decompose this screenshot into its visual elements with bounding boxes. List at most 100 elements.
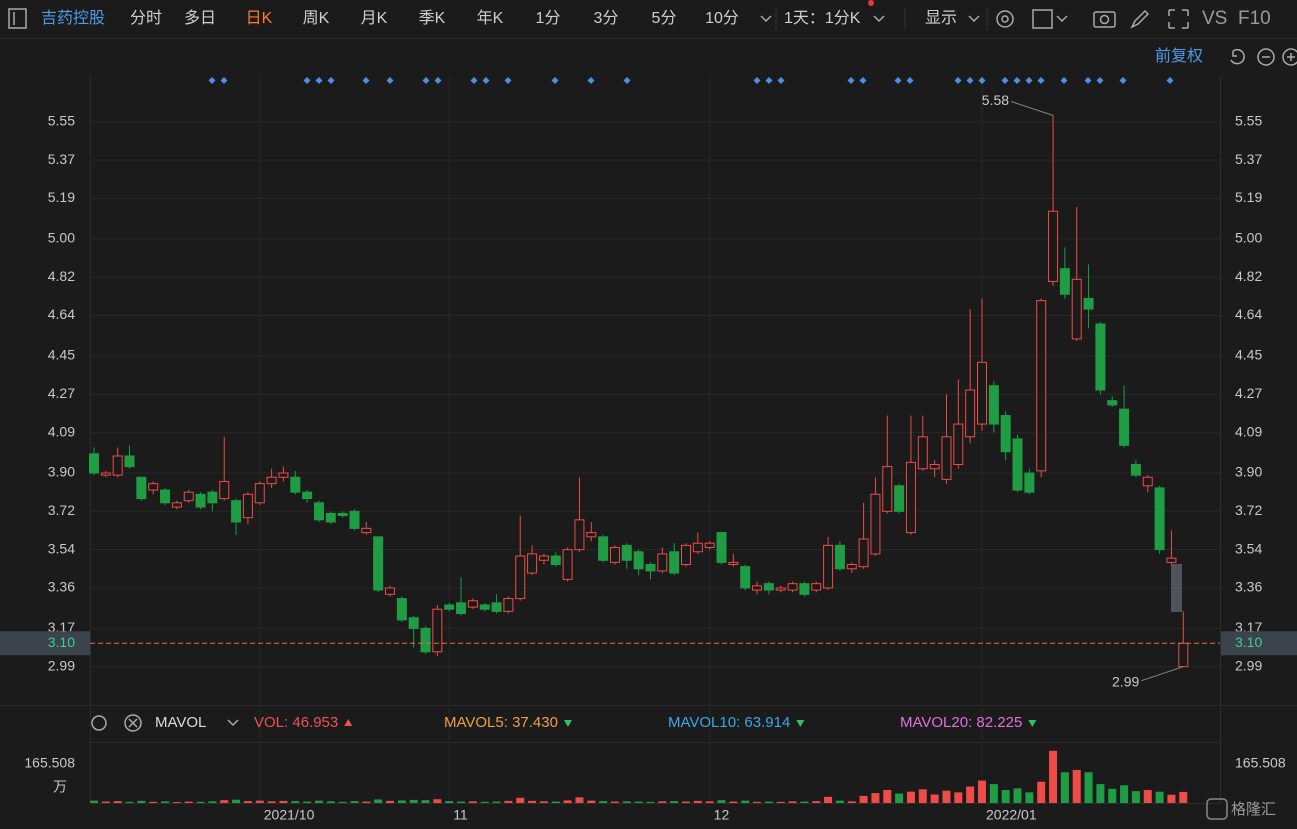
vs-button[interactable]: VS	[1202, 8, 1227, 29]
event-marker[interactable]	[1001, 77, 1009, 84]
event-marker[interactable]	[1084, 77, 1092, 84]
indicator-close[interactable]	[124, 714, 142, 732]
volume-bar	[386, 800, 394, 803]
event-marker[interactable]	[303, 77, 311, 84]
event-marker[interactable]	[1025, 77, 1033, 84]
period-tab[interactable]: 5分	[652, 9, 677, 27]
volume-bar	[930, 794, 939, 803]
sidebar-toggle[interactable]	[8, 8, 27, 29]
period-tab[interactable]: 3分	[594, 9, 619, 27]
period-tab[interactable]: 年K	[477, 9, 504, 27]
indicator-chevron[interactable]	[227, 719, 239, 727]
event-marker[interactable]	[765, 77, 773, 84]
volume-bar	[729, 801, 738, 803]
fullscreen-icon[interactable]	[1168, 9, 1189, 29]
overlay-icon[interactable]	[1032, 9, 1053, 29]
candle-body	[302, 491, 313, 500]
event-marker[interactable]	[362, 77, 370, 84]
last-price-box	[0, 631, 90, 656]
y-tick-label-right: 2.99	[1235, 657, 1262, 673]
trend-down-arrow	[796, 720, 805, 727]
volume-bar	[812, 801, 821, 803]
event-marker[interactable]	[978, 77, 986, 84]
candle-body	[763, 583, 774, 591]
volume-bar	[1143, 790, 1152, 803]
event-marker[interactable]	[208, 77, 216, 84]
volume-bar	[658, 801, 667, 803]
event-marker[interactable]	[954, 77, 962, 84]
f10-button[interactable]: F10	[1238, 8, 1271, 29]
volume-bar	[1096, 784, 1105, 803]
candle-body	[160, 489, 171, 504]
event-marker[interactable]	[1119, 77, 1127, 84]
settings-icon[interactable]	[996, 10, 1014, 28]
last-price-box-right	[1221, 631, 1297, 656]
reset-icon[interactable]	[1230, 48, 1245, 65]
volume-tick-label: 165.508	[24, 755, 75, 771]
event-marker[interactable]	[966, 77, 974, 84]
event-marker[interactable]	[386, 77, 394, 84]
candle-body	[586, 532, 597, 538]
volume-bar	[480, 801, 489, 803]
event-marker[interactable]	[1013, 77, 1021, 84]
event-marker[interactable]	[859, 77, 867, 84]
event-marker[interactable]	[1166, 77, 1174, 84]
event-marker[interactable]	[1060, 77, 1068, 84]
more-periods[interactable]	[760, 15, 772, 23]
volume-bar	[303, 801, 312, 803]
y-tick-label-right: 4.27	[1235, 385, 1262, 401]
volume-bar	[859, 795, 868, 803]
camera-icon[interactable]	[1093, 11, 1116, 28]
camera-lens	[1099, 14, 1110, 25]
event-marker[interactable]	[587, 77, 595, 84]
draw-icon[interactable]	[1130, 9, 1150, 29]
candle-body	[669, 551, 680, 574]
event-marker[interactable]	[906, 77, 914, 84]
zoom-out-icon[interactable]	[1257, 48, 1275, 66]
display-menu[interactable]: 显示	[925, 10, 957, 27]
event-marker[interactable]	[847, 77, 855, 84]
adjust-mode[interactable]: 前复权	[1155, 47, 1203, 65]
event-marker[interactable]	[551, 77, 559, 84]
interval-select[interactable]: 1天：1分K	[784, 9, 861, 27]
event-marker[interactable]	[894, 77, 902, 84]
event-marker[interactable]	[504, 77, 512, 84]
event-marker[interactable]	[422, 77, 430, 84]
stock-name[interactable]: 吉药控股	[41, 9, 105, 27]
y-tick-label-right: 3.72	[1235, 502, 1262, 518]
indicator-settings[interactable]	[91, 715, 107, 731]
candle-body	[278, 472, 289, 478]
event-marker[interactable]	[470, 77, 478, 84]
period-tab[interactable]: 多日	[184, 9, 216, 27]
period-tab[interactable]: 10分	[705, 9, 739, 27]
period-tab[interactable]: 分时	[130, 9, 162, 27]
period-tab[interactable]: 周K	[303, 10, 330, 27]
event-marker[interactable]	[434, 77, 442, 84]
zoom-in-icon[interactable]	[1282, 48, 1297, 66]
candle-body	[1036, 300, 1047, 472]
volume-bar	[1108, 788, 1117, 803]
event-marker[interactable]	[1096, 77, 1104, 84]
period-tab[interactable]: 季K	[419, 9, 446, 27]
candle-body	[242, 493, 253, 519]
event-marker[interactable]	[220, 77, 228, 84]
volume-bar	[492, 801, 501, 803]
event-marker[interactable]	[327, 77, 335, 84]
event-marker[interactable]	[753, 77, 761, 84]
candle-body	[337, 512, 348, 517]
volume-bar	[1072, 769, 1081, 803]
event-marker[interactable]	[315, 77, 323, 84]
indicator-name[interactable]: MAVOL	[155, 714, 206, 731]
y-tick-label: 4.09	[48, 423, 75, 439]
y-tick-label: 5.00	[48, 230, 75, 246]
event-marker[interactable]	[623, 77, 631, 84]
period-tab[interactable]: 1分	[536, 9, 561, 27]
max-leader	[1010, 100, 1054, 116]
period-tab[interactable]: 月K	[361, 10, 388, 27]
candle-body	[799, 583, 810, 595]
event-marker[interactable]	[1037, 77, 1045, 84]
event-marker[interactable]	[777, 77, 785, 84]
event-marker[interactable]	[482, 77, 490, 84]
y-tick-label: 4.64	[48, 306, 75, 322]
period-tab[interactable]: 日K	[246, 10, 273, 27]
